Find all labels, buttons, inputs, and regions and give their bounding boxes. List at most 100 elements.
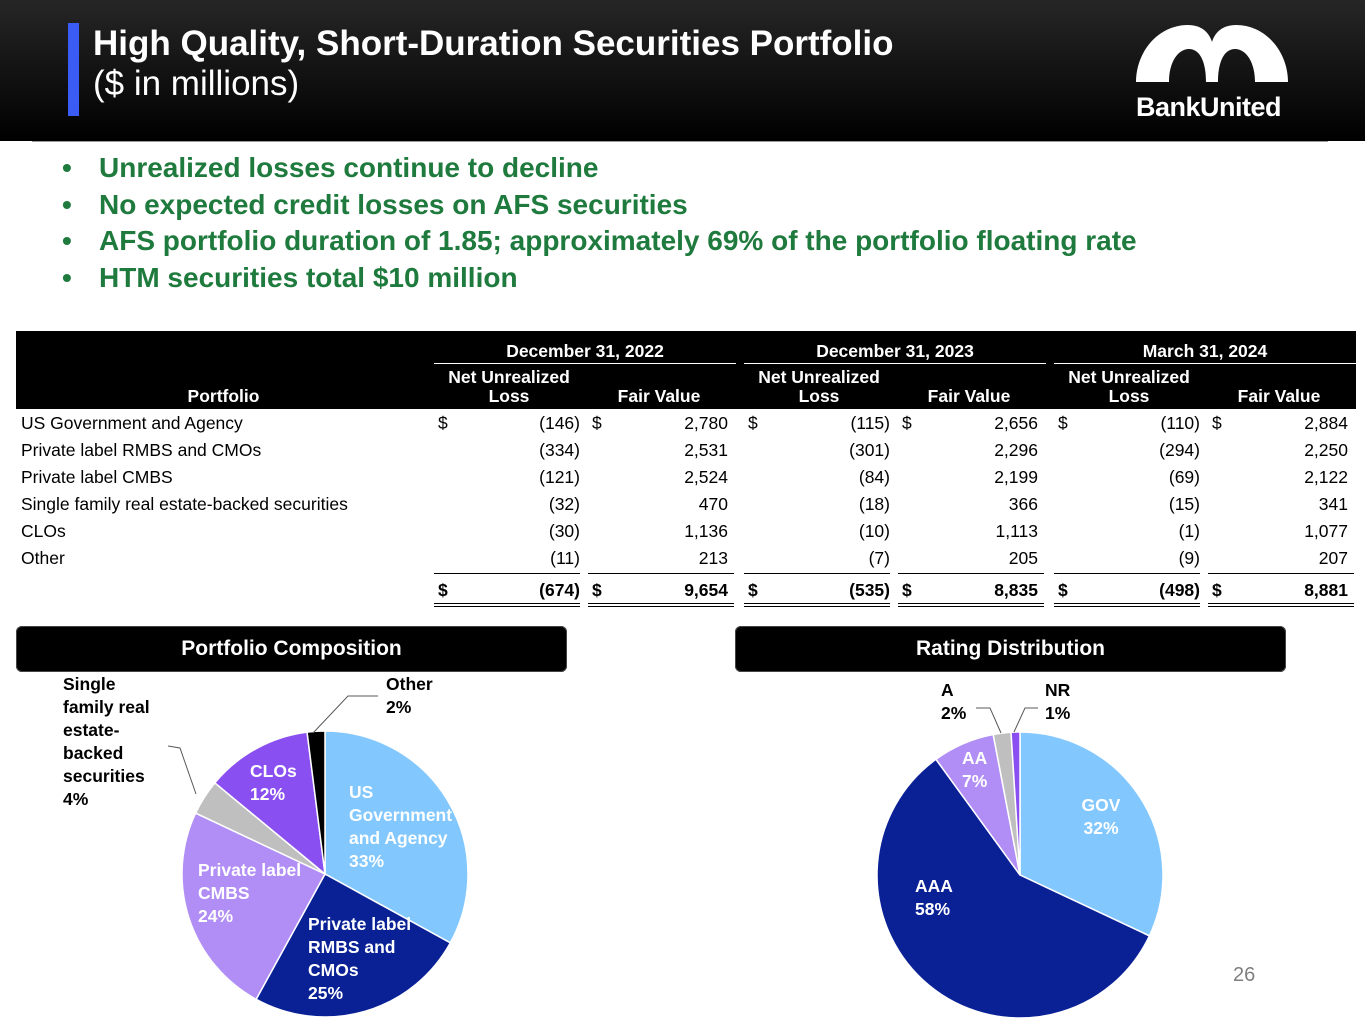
net-unrealized-loss-header: Net Unrealized Loss <box>1054 368 1204 406</box>
pie-label-line: 25% <box>308 983 343 1003</box>
key-point: • No expected credit losses on AFS securi… <box>62 187 1137 224</box>
pie-label-line: A <box>941 680 954 700</box>
total-cell: 8,835 <box>994 580 1038 600</box>
table-cell: 213 <box>698 548 728 568</box>
bullet-icon: • <box>62 225 72 256</box>
portfolio-column-header: Portfolio <box>187 386 260 406</box>
portfolio-composition-title: Portfolio Composition <box>16 626 567 672</box>
total-cell: (498) <box>1159 580 1200 600</box>
net-unrealized-loss-header: Net Unrealized Loss <box>434 368 584 406</box>
logo-wordmark: BankUnited <box>1136 92 1282 122</box>
pie-label-line: AA <box>962 748 988 768</box>
currency-symbol: $ <box>592 580 602 600</box>
table-cell: 207 <box>1318 548 1348 568</box>
table-cell: 2,780 <box>684 413 728 433</box>
table-cell: 1,136 <box>684 521 728 541</box>
total-cell: (674) <box>539 580 580 600</box>
period-header: December 31, 2022 <box>506 341 664 361</box>
total-cell: 8,881 <box>1304 580 1348 600</box>
currency-symbol: $ <box>748 413 758 433</box>
pie-label-line: 2% <box>941 703 967 723</box>
total-double-line <box>1208 603 1354 604</box>
page-subtitle: ($ in millions) <box>93 64 300 103</box>
pie-label: AAA 58% <box>915 876 953 919</box>
header-line: Net Unrealized <box>448 367 570 387</box>
pie-label-line: NR <box>1045 680 1071 700</box>
table-cell: 2,884 <box>1304 413 1348 433</box>
subtotal-line <box>1208 573 1354 574</box>
pie-label: CLOs 12% <box>250 761 297 804</box>
pie-label-line: US <box>349 782 373 802</box>
table-cell: (11) <box>550 548 580 568</box>
divider <box>32 141 1328 142</box>
table-cell: 2,531 <box>684 440 728 460</box>
pie-label-line: and Agency <box>349 828 448 848</box>
table-row-label: Single family real estate-backed securit… <box>21 494 348 514</box>
table-row-label: US Government and Agency <box>21 413 243 433</box>
table-cell: 470 <box>698 494 728 514</box>
subtotal-line <box>588 573 734 574</box>
subtotal-line <box>898 573 1044 574</box>
pie-label: Private label RMBS and CMOs 25% <box>308 914 411 1003</box>
pie-label: Single family real estate-backed securities… <box>63 674 150 809</box>
total-double-line <box>898 606 1044 607</box>
table-cell: 1,077 <box>1304 521 1348 541</box>
pie-slice <box>306 730 326 875</box>
pie-label-line: CMOs <box>308 960 359 980</box>
table-header: Portfolio December 31, 2022 Net Unrealize… <box>16 331 1356 409</box>
total-double-line <box>434 603 580 604</box>
total-double-line <box>588 606 734 607</box>
pie-label-line: Other <box>386 674 433 694</box>
leader-line <box>167 745 197 795</box>
table-cell: (1) <box>1178 521 1200 541</box>
pie-slice <box>876 758 1151 1019</box>
net-unrealized-loss-header: Net Unrealized Loss <box>744 368 894 406</box>
table-cell: 1,113 <box>995 521 1039 541</box>
pie-label-line: securities <box>63 766 145 786</box>
pie-label: NR 1% <box>1045 680 1071 723</box>
total-double-line <box>898 603 1044 604</box>
table-cell: 366 <box>1008 494 1038 514</box>
fair-value-header: Fair Value <box>1237 386 1321 406</box>
table-cell: (18) <box>858 494 890 514</box>
page-number: 26 <box>1233 964 1256 986</box>
bullet-icon: • <box>62 261 72 293</box>
currency-symbol: $ <box>902 580 912 600</box>
table-cell: 2,122 <box>1304 467 1348 487</box>
leader-line <box>976 707 1002 734</box>
table-row-label: Private label RMBS and CMOs <box>21 440 262 460</box>
subtotal-line <box>1054 573 1200 574</box>
currency-symbol: $ <box>1212 413 1222 433</box>
table-cell: 2,199 <box>994 467 1038 487</box>
pie-label-line: 58% <box>915 899 950 919</box>
pie-label-line: 7% <box>962 771 988 791</box>
pie-label-line: 4% <box>63 789 89 809</box>
table-cell: 2,296 <box>994 440 1038 460</box>
rating-distribution-title: Rating Distribution <box>735 626 1286 672</box>
pie-label-line: 2% <box>386 697 412 717</box>
total-double-line <box>1054 606 1200 607</box>
period-header: December 31, 2023 <box>816 341 974 361</box>
pie-label-line: 24% <box>198 906 233 926</box>
pie-label: GOV 32% <box>1082 795 1121 838</box>
pie-label: AA 7% <box>962 748 988 791</box>
title-accent-bar <box>68 23 79 116</box>
table-row-label: Private label CMBS <box>21 467 173 487</box>
key-point: • AFS portfolio duration of 1.85; approxi… <box>62 223 1137 260</box>
total-double-line <box>588 603 734 604</box>
currency-symbol: $ <box>438 413 448 433</box>
header-line: Loss <box>488 386 530 406</box>
total-double-line <box>1208 606 1354 607</box>
pie-label-line: AAA <box>915 876 953 896</box>
pie-label-line: 12% <box>250 784 285 804</box>
total-double-line <box>434 606 580 607</box>
table-cell: 2,656 <box>994 413 1038 433</box>
fair-value-header: Fair Value <box>927 386 1011 406</box>
table-cell: (115) <box>850 413 890 433</box>
currency-symbol: $ <box>592 413 602 433</box>
period-header: March 31, 2024 <box>1142 341 1268 361</box>
total-double-line <box>744 606 890 607</box>
total-double-line <box>1054 603 1200 604</box>
pie-label-line: 33% <box>349 851 384 871</box>
period-underline <box>744 363 1046 364</box>
